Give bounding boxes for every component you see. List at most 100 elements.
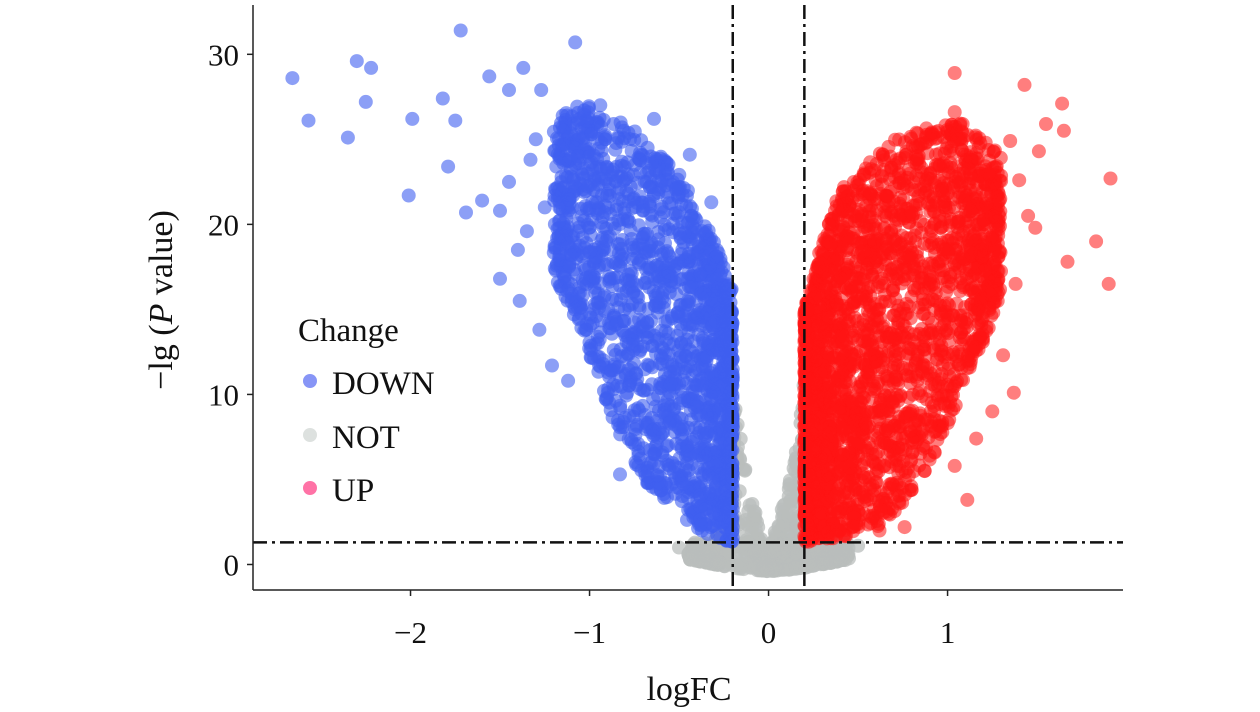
point-down	[638, 226, 653, 241]
point-down	[597, 130, 612, 145]
point-down	[475, 193, 490, 208]
point-down	[364, 60, 379, 75]
point-down	[704, 195, 719, 210]
point-not	[747, 508, 762, 523]
point-up	[904, 482, 919, 497]
point-down	[611, 131, 626, 146]
point-down	[636, 203, 651, 218]
point-down	[663, 377, 678, 392]
point-down	[534, 83, 549, 97]
point-down	[693, 512, 708, 527]
point-up	[866, 508, 881, 523]
point-not	[702, 544, 717, 559]
point-down	[606, 343, 621, 358]
point-down	[690, 307, 705, 322]
point-down	[691, 239, 706, 254]
point-down	[629, 289, 644, 303]
point-down	[640, 330, 655, 345]
point-down	[683, 448, 697, 463]
point-down	[650, 467, 665, 482]
point-down	[613, 427, 628, 442]
point-down	[708, 426, 723, 441]
point-down	[724, 397, 739, 412]
point-down	[593, 313, 608, 328]
point-up	[923, 220, 938, 235]
point-up	[888, 391, 903, 406]
point-up	[924, 256, 939, 271]
point-not	[736, 462, 751, 477]
point-down	[675, 432, 690, 447]
point-not	[851, 538, 866, 553]
point-down	[690, 394, 705, 409]
point-down	[579, 271, 593, 286]
point-up	[942, 412, 957, 427]
point-down	[644, 377, 659, 392]
point-up	[891, 155, 906, 170]
point-down	[554, 116, 568, 131]
point-down	[681, 463, 696, 478]
point-up	[903, 231, 918, 246]
point-down	[624, 232, 639, 246]
point-down	[552, 253, 567, 268]
point-up	[962, 224, 977, 238]
point-down	[644, 156, 659, 171]
point-down	[658, 346, 673, 361]
point-up	[800, 303, 815, 318]
point-down	[613, 292, 628, 307]
point-down	[722, 497, 737, 512]
point-down	[718, 343, 733, 358]
point-down	[703, 388, 718, 403]
point-down	[435, 91, 450, 106]
point-up	[845, 467, 860, 482]
point-up	[884, 414, 899, 429]
point-down	[662, 416, 677, 431]
point-down	[591, 295, 606, 310]
point-down	[582, 220, 597, 235]
point-up	[969, 184, 984, 199]
point-up	[946, 179, 961, 194]
point-down	[405, 111, 420, 126]
point-down	[680, 512, 694, 527]
point-down	[669, 182, 684, 197]
point-down	[680, 183, 695, 198]
point-not	[768, 527, 783, 542]
point-down	[684, 280, 699, 294]
point-up	[941, 326, 955, 341]
point-down	[608, 173, 623, 188]
point-up	[891, 257, 906, 272]
point-down	[617, 314, 632, 328]
point-down	[401, 188, 416, 203]
point-down	[620, 385, 635, 400]
point-up	[858, 417, 873, 432]
point-down	[704, 369, 719, 384]
point-not	[818, 552, 833, 566]
point-down	[564, 229, 579, 244]
point-down	[502, 83, 516, 97]
point-up	[930, 294, 944, 309]
point-down	[675, 419, 690, 434]
point-down	[448, 113, 463, 128]
point-up	[826, 350, 841, 365]
point-down	[629, 457, 644, 472]
point-down	[340, 130, 355, 145]
point-down	[587, 242, 602, 257]
points-layer	[285, 23, 1118, 579]
point-up	[887, 504, 902, 519]
point-down	[510, 242, 525, 257]
point-up	[924, 414, 939, 429]
point-down	[645, 360, 660, 375]
point-down	[674, 247, 689, 261]
point-down	[600, 160, 614, 175]
point-down	[561, 373, 576, 388]
point-up	[981, 167, 996, 182]
point-down	[613, 398, 628, 413]
point-up	[882, 477, 897, 492]
point-up	[953, 271, 968, 286]
point-up	[836, 203, 851, 217]
point-down	[502, 174, 516, 189]
point-down	[482, 69, 497, 84]
point-down	[638, 275, 653, 290]
point-down	[301, 113, 316, 128]
point-up	[871, 424, 886, 439]
